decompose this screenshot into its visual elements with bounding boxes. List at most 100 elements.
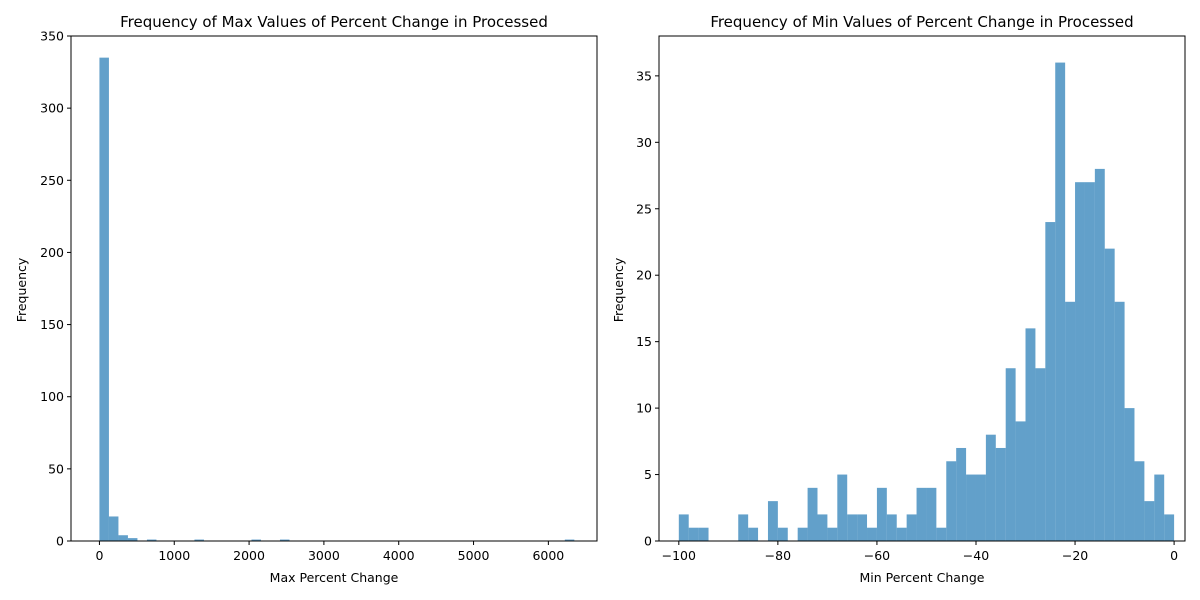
min-histogram-bar xyxy=(966,474,976,541)
max-x-tick-label: 0 xyxy=(95,548,103,563)
min-x-tick-label: −80 xyxy=(765,548,791,563)
max-plot-frame xyxy=(70,35,598,542)
min-histogram-bar xyxy=(995,447,1006,541)
min-histogram-bar xyxy=(738,514,749,541)
min-x-tick-label: −20 xyxy=(1062,548,1088,563)
min-histogram-bar xyxy=(1025,328,1036,541)
min-histogram-bar xyxy=(936,527,947,541)
min-histogram-bar xyxy=(1154,474,1165,541)
max-histogram-bar xyxy=(564,539,575,541)
max-y-tick-label: 250 xyxy=(40,173,64,188)
max-x-tick-label: 4000 xyxy=(383,548,415,563)
min-histogram-bar xyxy=(1035,368,1046,541)
max-y-tick-label: 350 xyxy=(40,29,64,44)
min-histogram-bar xyxy=(867,527,877,541)
max-y-axis-label: Frequency xyxy=(14,257,29,322)
max-histogram-bar xyxy=(99,57,109,542)
min-histogram-bar xyxy=(1015,421,1026,541)
max-histogram-bar xyxy=(194,539,204,541)
max-x-tick-label: 3000 xyxy=(308,548,340,563)
min-histogram-bar xyxy=(1075,182,1085,541)
min-y-tick-label: 20 xyxy=(636,268,652,283)
min-histogram-bar xyxy=(1065,301,1076,541)
min-histogram-bar xyxy=(1114,301,1125,541)
min-histogram-panel: Frequency of Min Values of Percent Chang… xyxy=(611,13,1186,585)
max-histogram-panel: Frequency of Max Values of Percent Chang… xyxy=(14,13,598,585)
min-histogram-bar xyxy=(896,527,907,541)
min-histogram-bar xyxy=(847,514,858,541)
max-histogram-bar xyxy=(127,538,138,541)
max-y-tick-label: 150 xyxy=(40,317,64,332)
min-y-tick-label: 30 xyxy=(636,135,652,150)
min-histogram-bar xyxy=(817,514,828,541)
min-plot-frame xyxy=(658,35,1186,542)
min-bars xyxy=(678,62,1175,542)
min-histogram-bar xyxy=(857,514,868,541)
max-histogram-bar xyxy=(118,535,128,541)
max-y-tick-label: 0 xyxy=(56,534,64,549)
min-histogram-bar xyxy=(886,514,897,541)
min-histogram-bar xyxy=(1094,168,1105,542)
max-x-tick-label: 1000 xyxy=(158,548,190,563)
max-x-axis-label: Max Percent Change xyxy=(270,570,399,585)
min-histogram-bar xyxy=(1084,182,1095,541)
min-histogram-bar xyxy=(876,487,887,541)
max-histogram-bar xyxy=(251,539,261,541)
max-histogram-bar xyxy=(108,516,119,541)
max-histogram-bar xyxy=(146,539,157,541)
max-x-ticks: 0 1000 2000 3000 4000 5000 6000 xyxy=(95,541,564,563)
min-histogram-bar xyxy=(946,461,957,541)
min-x-ticks: −100 −80 −60 −40 −20 0 xyxy=(662,541,1178,563)
min-histogram-bar xyxy=(748,527,759,541)
min-x-tick-label: −40 xyxy=(963,548,989,563)
max-y-tick-label: 300 xyxy=(40,101,64,116)
max-x-tick-label: 6000 xyxy=(532,548,564,563)
max-y-ticks: 0 50 100 150 200 250 300 350 xyxy=(40,29,71,549)
min-y-tick-label: 5 xyxy=(644,467,652,482)
min-histogram-bar xyxy=(975,474,986,541)
min-y-tick-label: 15 xyxy=(636,334,652,349)
min-histogram-bar xyxy=(1104,248,1115,541)
min-histogram-bar xyxy=(926,487,937,541)
min-histogram-bar xyxy=(956,447,967,541)
min-x-axis-label: Min Percent Change xyxy=(859,570,984,585)
max-y-tick-label: 100 xyxy=(40,389,64,404)
min-histogram-bar xyxy=(985,434,996,541)
max-x-tick-label: 5000 xyxy=(458,548,490,563)
max-histogram-bar xyxy=(279,539,290,541)
min-y-ticks: 0 5 10 15 20 25 30 35 xyxy=(636,68,659,549)
min-y-axis-label: Frequency xyxy=(611,257,626,322)
min-histogram-bar xyxy=(1134,461,1145,541)
min-histogram-bar xyxy=(837,474,848,541)
min-histogram-bar xyxy=(807,487,818,541)
max-chart-title: Frequency of Max Values of Percent Chang… xyxy=(120,13,548,31)
min-histogram-bar xyxy=(678,514,689,541)
min-histogram-bar xyxy=(916,487,927,541)
min-y-tick-label: 25 xyxy=(636,201,652,216)
min-histogram-bar xyxy=(688,527,699,541)
max-y-tick-label: 50 xyxy=(48,461,64,476)
min-y-tick-label: 35 xyxy=(636,68,652,83)
max-bars xyxy=(99,57,575,542)
min-chart-title: Frequency of Min Values of Percent Chang… xyxy=(710,13,1133,31)
min-histogram-bar xyxy=(698,527,709,541)
min-histogram-bar xyxy=(767,501,778,541)
max-y-tick-label: 200 xyxy=(40,245,64,260)
min-x-tick-label: 0 xyxy=(1170,548,1178,563)
min-histogram-bar xyxy=(906,514,917,541)
min-x-tick-label: −100 xyxy=(662,548,696,563)
min-histogram-bar xyxy=(797,527,808,541)
min-histogram-bar xyxy=(1055,62,1066,541)
max-x-tick-label: 2000 xyxy=(233,548,265,563)
min-histogram-bar xyxy=(1045,222,1056,542)
min-histogram-bar xyxy=(1124,408,1135,541)
min-histogram-bar xyxy=(827,527,838,541)
min-y-tick-label: 10 xyxy=(636,401,652,416)
min-histogram-bar xyxy=(1144,501,1155,541)
min-histogram-bar xyxy=(1005,368,1016,541)
min-histogram-bar xyxy=(1164,514,1175,541)
min-x-tick-label: −60 xyxy=(864,548,890,563)
min-histogram-bar xyxy=(777,527,788,541)
min-y-tick-label: 0 xyxy=(644,534,652,549)
